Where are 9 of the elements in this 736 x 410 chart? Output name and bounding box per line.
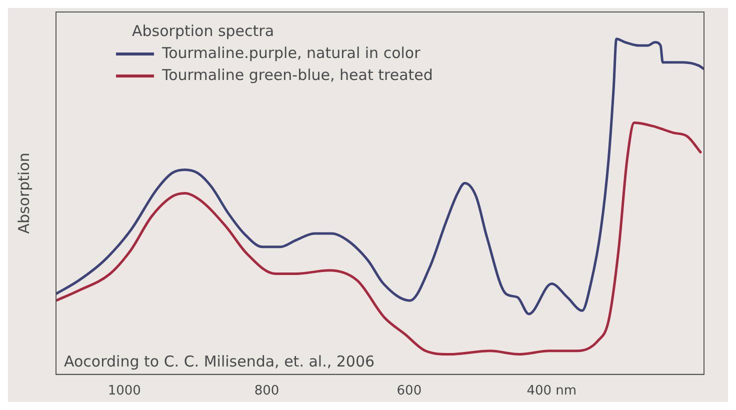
legend-label: Tourmaline green-blue, heat treated — [161, 66, 433, 84]
x-tick-label: 600 — [396, 384, 422, 399]
x-tick-label: 1000 — [108, 384, 141, 399]
annotation: Aocording to C. C. Milisenda, et. al., 2006 — [64, 352, 375, 370]
x-tick-label: 400 nm — [526, 384, 577, 399]
legend-label: Tourmaline.purple, natural in color — [161, 44, 422, 62]
x-tick-label: 800 — [254, 384, 280, 399]
legend-title: Absorption spectra — [132, 22, 274, 40]
y-axis-title: Absorption — [14, 152, 33, 234]
